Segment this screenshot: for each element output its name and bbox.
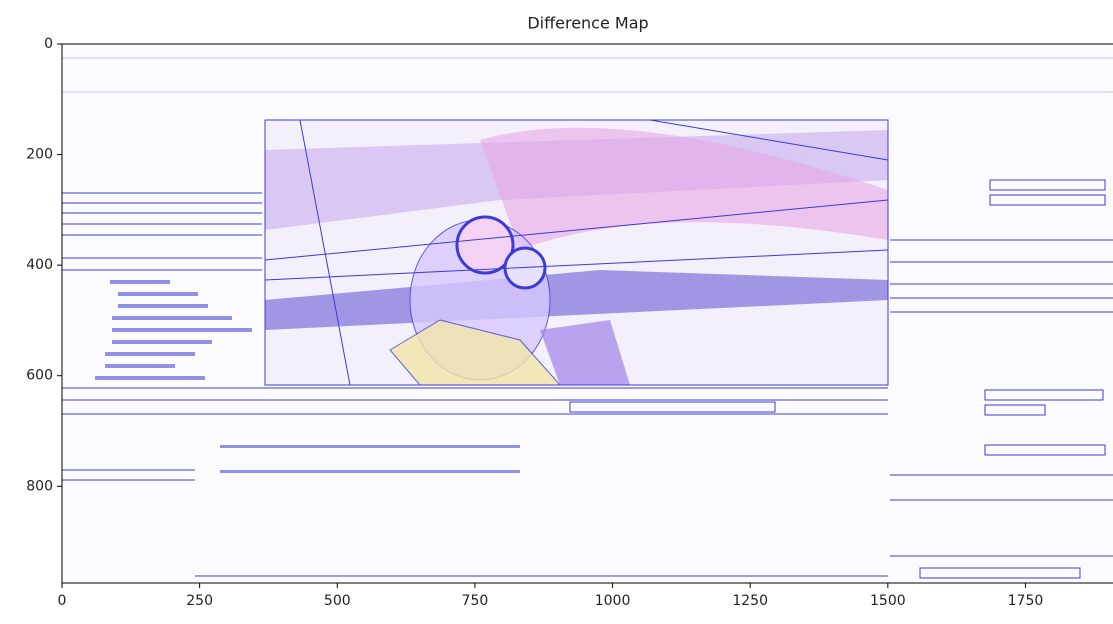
viewport: [265, 120, 888, 385]
chart-title: Difference Map: [527, 14, 648, 33]
y-tick-label: 600: [26, 368, 53, 384]
image: [62, 44, 1113, 583]
x-tick-label: 250: [186, 593, 213, 609]
x-tick-label: 0: [58, 593, 67, 609]
y-tick-label: 800: [26, 478, 53, 494]
chart: Difference Map: [0, 0, 1113, 624]
ui-icons: [220, 445, 520, 448]
ui-text: [112, 340, 212, 344]
y-tick-label: 400: [26, 257, 53, 273]
ui-text: [105, 352, 195, 356]
x-tick-label: 500: [324, 593, 351, 609]
ui-text: [118, 304, 208, 308]
ui-text: [105, 364, 175, 368]
y-tick-label: 200: [26, 147, 53, 163]
x-tick-label: 1500: [870, 593, 906, 609]
ui-text: [112, 316, 232, 320]
x-tick-label: 1750: [1008, 593, 1044, 609]
x-tick-label: 1000: [595, 593, 631, 609]
ui-text: [118, 292, 198, 296]
x-tick-label: 750: [462, 593, 489, 609]
ui-text: [95, 376, 205, 380]
ui-text: [110, 280, 170, 284]
x-tick-label: 1250: [732, 593, 768, 609]
y-tick-label: 0: [44, 36, 53, 52]
ui-icons: [220, 470, 520, 473]
ui-text: [112, 328, 252, 332]
